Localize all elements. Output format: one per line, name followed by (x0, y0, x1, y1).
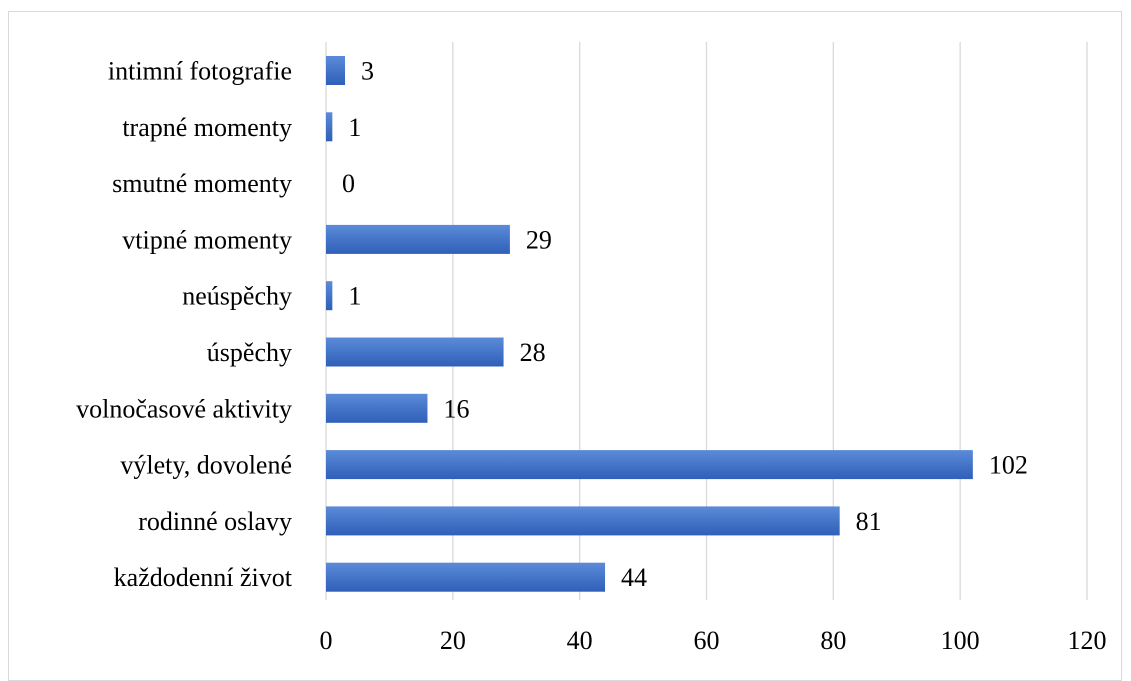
category-label: každodenní život (114, 563, 293, 592)
x-tick-label: 100 (941, 626, 980, 655)
category-label: výlety, dovolené (120, 451, 292, 480)
x-tick-label: 60 (694, 626, 720, 655)
bar (326, 506, 840, 536)
data-label: 3 (361, 57, 374, 86)
x-tick-label: 40 (567, 626, 593, 655)
bar (326, 112, 333, 142)
x-axis-tick-labels: 0 20 40 60 80 100 120 (320, 626, 1107, 655)
category-label: smutné momenty (112, 169, 292, 198)
data-label: 44 (621, 563, 647, 592)
bar (326, 337, 504, 367)
bar (326, 450, 973, 480)
bar (326, 562, 606, 592)
category-label: rodinné oslavy (138, 507, 292, 536)
data-label: 16 (443, 394, 469, 423)
category-label: neúspěchy (182, 282, 292, 311)
x-tick-label: 120 (1068, 626, 1107, 655)
category-labels: intimní fotografie trapné momenty smutné m… (76, 57, 293, 593)
category-label: vtipné momenty (122, 225, 292, 254)
bar (326, 281, 333, 311)
data-label: 1 (348, 282, 361, 311)
data-label: 29 (526, 225, 552, 254)
bar (326, 224, 510, 254)
category-label: trapné momenty (122, 113, 292, 142)
data-label: 102 (989, 451, 1028, 480)
data-label: 28 (520, 338, 546, 367)
x-tick-label: 20 (440, 626, 466, 655)
x-tick-label: 80 (820, 626, 846, 655)
data-label: 81 (856, 507, 882, 536)
category-label: volnočasové aktivity (76, 394, 292, 423)
bar (326, 56, 346, 85)
category-label: intimní fotografie (108, 57, 292, 86)
bars (326, 56, 973, 592)
category-label: úspěchy (207, 338, 292, 367)
x-tick-label: 0 (320, 626, 333, 655)
data-label: 1 (348, 113, 361, 142)
data-label: 0 (342, 169, 355, 198)
bar (326, 393, 428, 423)
